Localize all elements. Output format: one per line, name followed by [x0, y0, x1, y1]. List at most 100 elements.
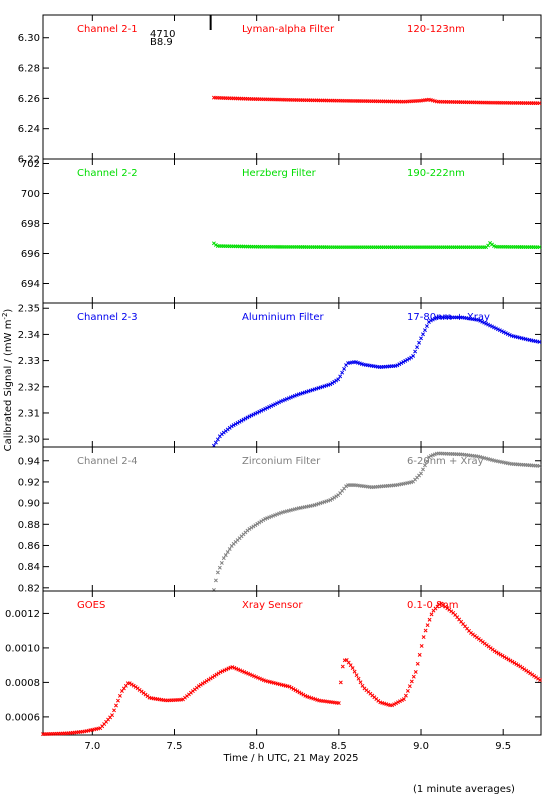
data-point: [330, 381, 335, 386]
data-point: [502, 655, 507, 659]
panel-filter-label: Aluminium Filter: [242, 312, 325, 323]
event-marker-label-2: B8.9: [150, 37, 173, 48]
data-series: [211, 315, 542, 448]
data-point: [213, 440, 218, 445]
data-point: [501, 330, 506, 335]
data-point: [398, 699, 402, 704]
data-point: [495, 327, 500, 332]
data-point: [480, 319, 485, 324]
data-point: [350, 666, 355, 671]
panel-filter-label: Zirconium Filter: [242, 456, 321, 467]
data-point: [392, 702, 397, 707]
data-point: [213, 242, 218, 247]
data-point: [428, 318, 433, 323]
data-point: [225, 550, 230, 555]
panel-channel-label: Channel 2-1: [77, 24, 138, 35]
data-point: [397, 362, 402, 367]
data-point: [500, 653, 505, 658]
y-axis-title-superscript: -2: [1, 313, 9, 320]
data-point: [342, 366, 347, 371]
data-point: [295, 689, 300, 694]
panel-channel-label: GOES: [77, 600, 105, 611]
data-point: [219, 560, 224, 565]
data-point: [110, 713, 114, 718]
panel-band-label: 6-20nm + Xray: [407, 456, 484, 467]
y-tick-label: 0.92: [18, 477, 40, 488]
data-point: [403, 358, 408, 363]
data-point: [423, 463, 427, 468]
data-point: [251, 412, 256, 417]
data-point: [354, 673, 359, 678]
data-point: [488, 323, 493, 328]
x-axis-title: Time / h UTC, 21 May 2025: [222, 753, 358, 764]
data-point: [411, 353, 416, 358]
data-point: [259, 408, 264, 413]
data-point: [221, 556, 226, 561]
data-point: [340, 664, 345, 669]
y-tick-label: 2.30: [18, 435, 40, 446]
data-point: [510, 659, 515, 664]
panel-frame: [42, 14, 542, 160]
data-point: [269, 404, 274, 409]
data-point: [257, 409, 262, 414]
data-point: [512, 660, 517, 665]
y-tick-label: 0.82: [18, 583, 40, 594]
data-point: [413, 670, 418, 674]
data-point: [112, 708, 116, 713]
data-point: [241, 417, 246, 422]
data-point: [427, 617, 432, 622]
data-point: [407, 356, 412, 361]
data-point: [224, 667, 229, 672]
data-point: [399, 361, 404, 366]
panel-4: 0.82 0.84 0.86 0.88 0.90 0.92 0.94 Channel 2-4 Z…: [18, 446, 542, 594]
data-series: [41, 601, 542, 737]
x-tick-label: 7.5: [167, 741, 183, 752]
data-point: [131, 683, 136, 688]
event-marker-label-1: 4710: [150, 29, 175, 40]
averages-footnote: (1 minute averages): [413, 784, 515, 795]
y-tick-label: 0.88: [18, 520, 40, 531]
panel-5: 0.0006 0.0008 0.0010 0.0012 GOES Xray Sensor 0…: [5, 590, 542, 737]
data-point: [482, 320, 487, 325]
chart-panels: 6.22 6.24 6.26 6.28 6.30 Channel 2-1 Lyman-alp…: [5, 14, 542, 737]
y-axis-title-close: ): [3, 309, 14, 313]
data-point: [115, 698, 120, 703]
data-point: [265, 405, 270, 410]
data-point: [494, 326, 498, 331]
data-point: [227, 547, 232, 551]
data-point: [494, 650, 499, 655]
data-point: [129, 682, 134, 687]
panel-band-label: 0.1-0.8nm: [407, 600, 459, 611]
panel-channel-label: Channel 2-4: [77, 456, 138, 467]
y-tick-label: 2.35: [18, 304, 40, 315]
y-tick-label: 0.0008: [5, 678, 40, 689]
data-point: [423, 628, 428, 633]
y-tick-label: 0.84: [18, 562, 40, 573]
data-point: [415, 661, 420, 666]
y-axis-title-main: Calibrated Signal / (mW m: [3, 320, 14, 452]
data-point: [498, 652, 503, 657]
panel-filter-label: Lyman-alpha Filter: [242, 24, 335, 35]
data-point: [291, 687, 296, 691]
data-point: [233, 422, 238, 426]
data-point: [217, 565, 222, 570]
data-point: [506, 657, 511, 662]
data-point: [486, 322, 491, 327]
data-point: [497, 328, 502, 333]
data-point: [390, 703, 395, 708]
data-point: [499, 329, 504, 334]
data-point: [421, 332, 425, 337]
x-tick-label: 9.0: [413, 741, 429, 752]
data-point: [421, 635, 426, 640]
data-point: [226, 666, 231, 671]
data-point: [417, 340, 422, 345]
data-point: [273, 402, 278, 407]
data-point: [263, 406, 268, 411]
panel-frame: [42, 446, 542, 592]
data-point: [277, 400, 281, 405]
data-point: [395, 363, 400, 368]
data-point: [338, 680, 343, 685]
panel-band-label: 120-123nm: [407, 24, 465, 35]
y-tick-label: 2.33: [18, 356, 40, 367]
panel-filter-label: Xray Sensor: [242, 600, 303, 611]
